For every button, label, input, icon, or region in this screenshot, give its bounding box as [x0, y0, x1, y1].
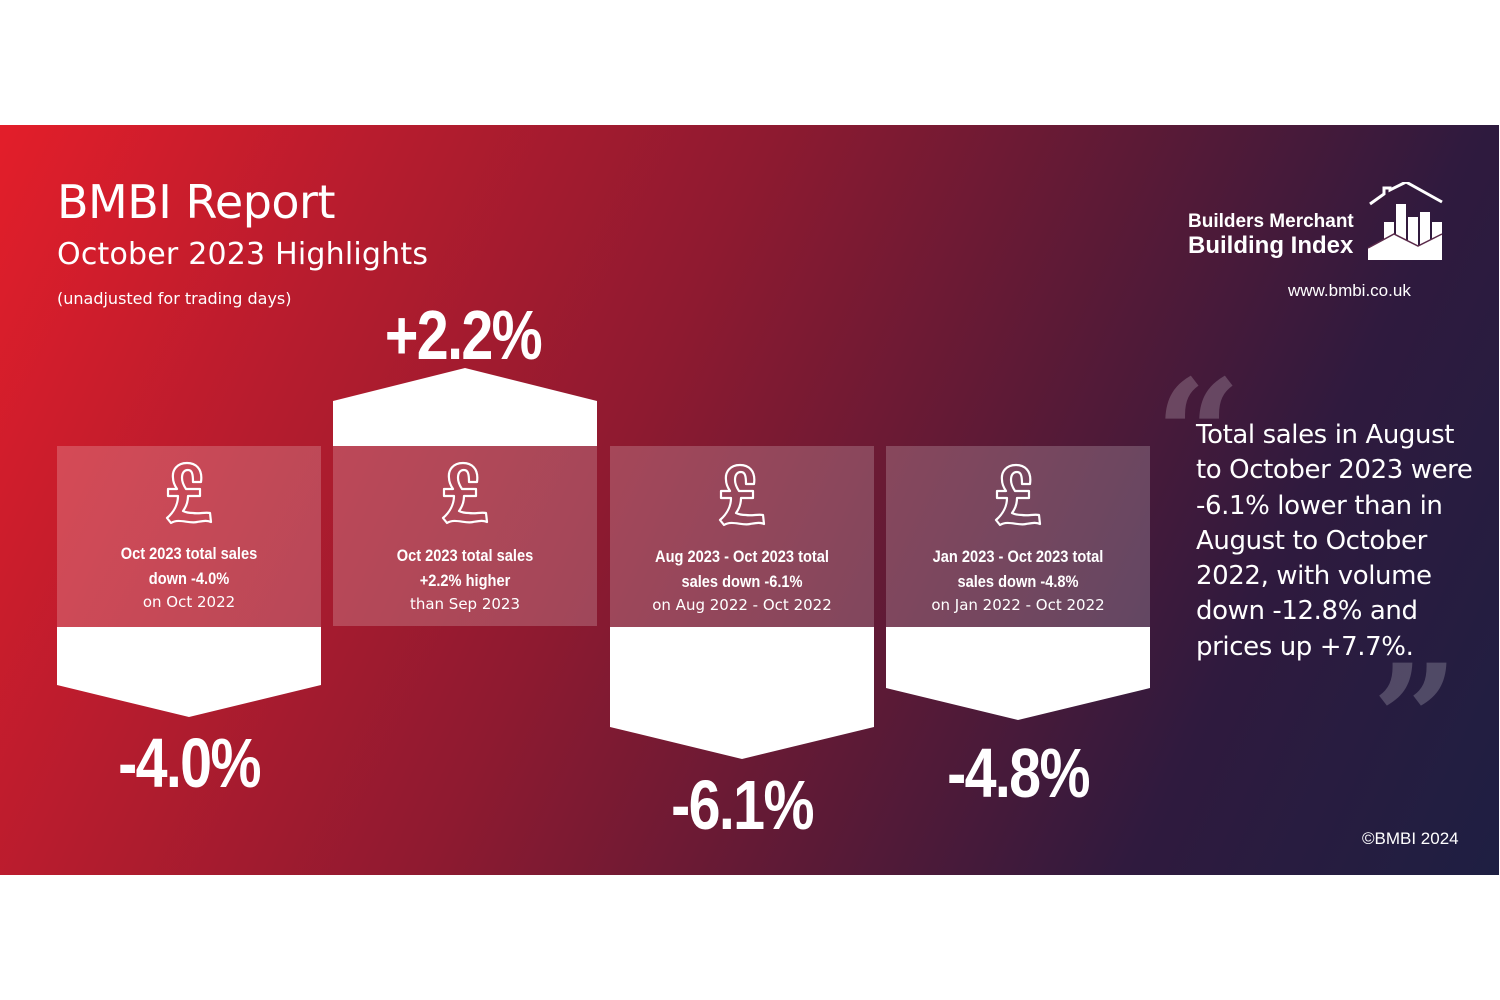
arrow-down-shape-3: [610, 627, 874, 759]
card-line-3: on Jan 2022 - Oct 2022: [931, 596, 1105, 614]
arrow-down-shape-1: [57, 627, 321, 717]
close-quote-icon: ”: [1372, 632, 1459, 808]
arrow-down-shape-4: [886, 627, 1150, 720]
report-title: BMBI Report: [57, 175, 335, 229]
report-subtitle: October 2023 Highlights: [57, 237, 429, 272]
value-oct-yoy: -4.0%: [118, 724, 261, 802]
stat-card-3month: Aug 2023 - Oct 2023 total sales down -6.…: [610, 446, 874, 627]
logo-line-2: Building Index: [1188, 232, 1354, 259]
card-line-2: +2.2% higher: [419, 571, 511, 590]
stat-card-ytd: Jan 2023 - Oct 2023 total sales down -4.…: [886, 446, 1150, 627]
value-oct-mom: +2.2%: [384, 296, 543, 374]
card-line-3: on Aug 2022 - Oct 2022: [652, 596, 832, 614]
infographic-banner: BMBI Report October 2023 Highlights (una…: [0, 125, 1499, 875]
card-line-1: Oct 2023 total sales: [120, 544, 258, 563]
copyright: ©BMBI 2024: [1362, 829, 1459, 848]
card-line-2: sales down -4.8%: [957, 572, 1079, 591]
logo-line-1: Builders Merchant: [1188, 211, 1354, 232]
pound-icon: [165, 461, 213, 525]
website-link[interactable]: www.bmbi.co.uk: [1288, 281, 1411, 300]
card-line-1: Oct 2023 total sales: [396, 546, 534, 565]
report-note: (unadjusted for trading days): [57, 289, 292, 308]
arrow-up-shape-2: [333, 368, 597, 446]
open-quote-icon: “: [1155, 347, 1242, 523]
card-line-2: down -4.0%: [148, 569, 230, 588]
card-line-3: on Oct 2022: [142, 593, 236, 611]
card-line-1: Aug 2023 - Oct 2023 total: [655, 547, 829, 566]
card-line-3: than Sep 2023: [409, 595, 521, 613]
pound-icon: [441, 461, 489, 525]
pound-icon: [994, 463, 1042, 527]
pound-icon: [718, 463, 766, 527]
value-ytd: -4.8%: [947, 734, 1090, 812]
house-bar-chart-icon: [1367, 182, 1443, 260]
stat-card-oct-yoy: Oct 2023 total sales down -4.0% on Oct 2…: [57, 446, 321, 627]
logo-text: Builders Merchant Building Index: [1188, 212, 1354, 258]
card-line-1: Jan 2023 - Oct 2023 total: [932, 547, 1104, 566]
card-line-2: sales down -6.1%: [681, 572, 803, 591]
quote-text: Total sales in August to October 2023 we…: [1196, 420, 1473, 662]
bmbi-logo: Builders Merchant Building Index: [1188, 180, 1448, 260]
stat-card-oct-mom: Oct 2023 total sales +2.2% higher than S…: [333, 446, 597, 626]
value-3month: -6.1%: [671, 766, 814, 844]
